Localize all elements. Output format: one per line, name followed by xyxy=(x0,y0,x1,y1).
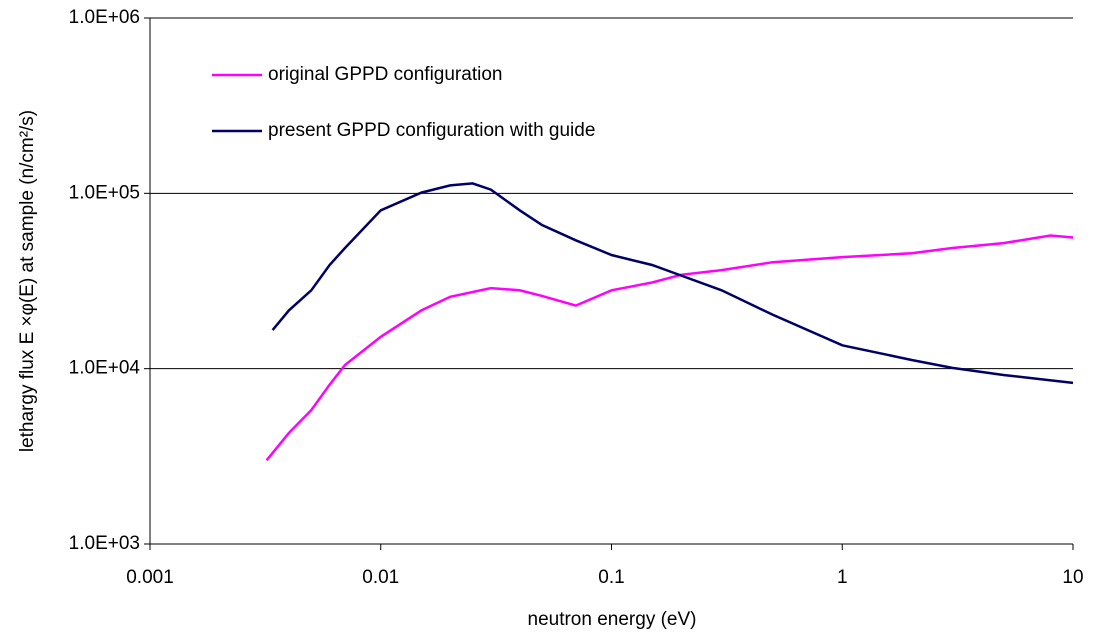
y-tick-label: 1.0E+06 xyxy=(69,7,140,28)
x-axis-label: neutron energy (eV) xyxy=(528,609,697,630)
legend-label: original GPPD configuration xyxy=(268,64,502,85)
series-line xyxy=(265,234,1074,462)
x-tick-label: 0.001 xyxy=(126,567,174,588)
y-tick-label: 1.0E+03 xyxy=(69,533,140,554)
series-line xyxy=(271,182,1074,385)
y-axis-label: lethargy flux E ×φ(E) at sample (n/cm²/s… xyxy=(17,110,38,452)
x-tick-label: 1 xyxy=(837,567,848,588)
x-tick-label: 10 xyxy=(1062,567,1083,588)
y-tick-label: 1.0E+05 xyxy=(69,182,140,203)
x-tick-label: 0.1 xyxy=(598,567,624,588)
y-tick-label: 1.0E+04 xyxy=(69,358,141,379)
x-tick-label: 0.01 xyxy=(362,567,399,588)
legend-label: present GPPD configuration with guide xyxy=(268,120,595,141)
